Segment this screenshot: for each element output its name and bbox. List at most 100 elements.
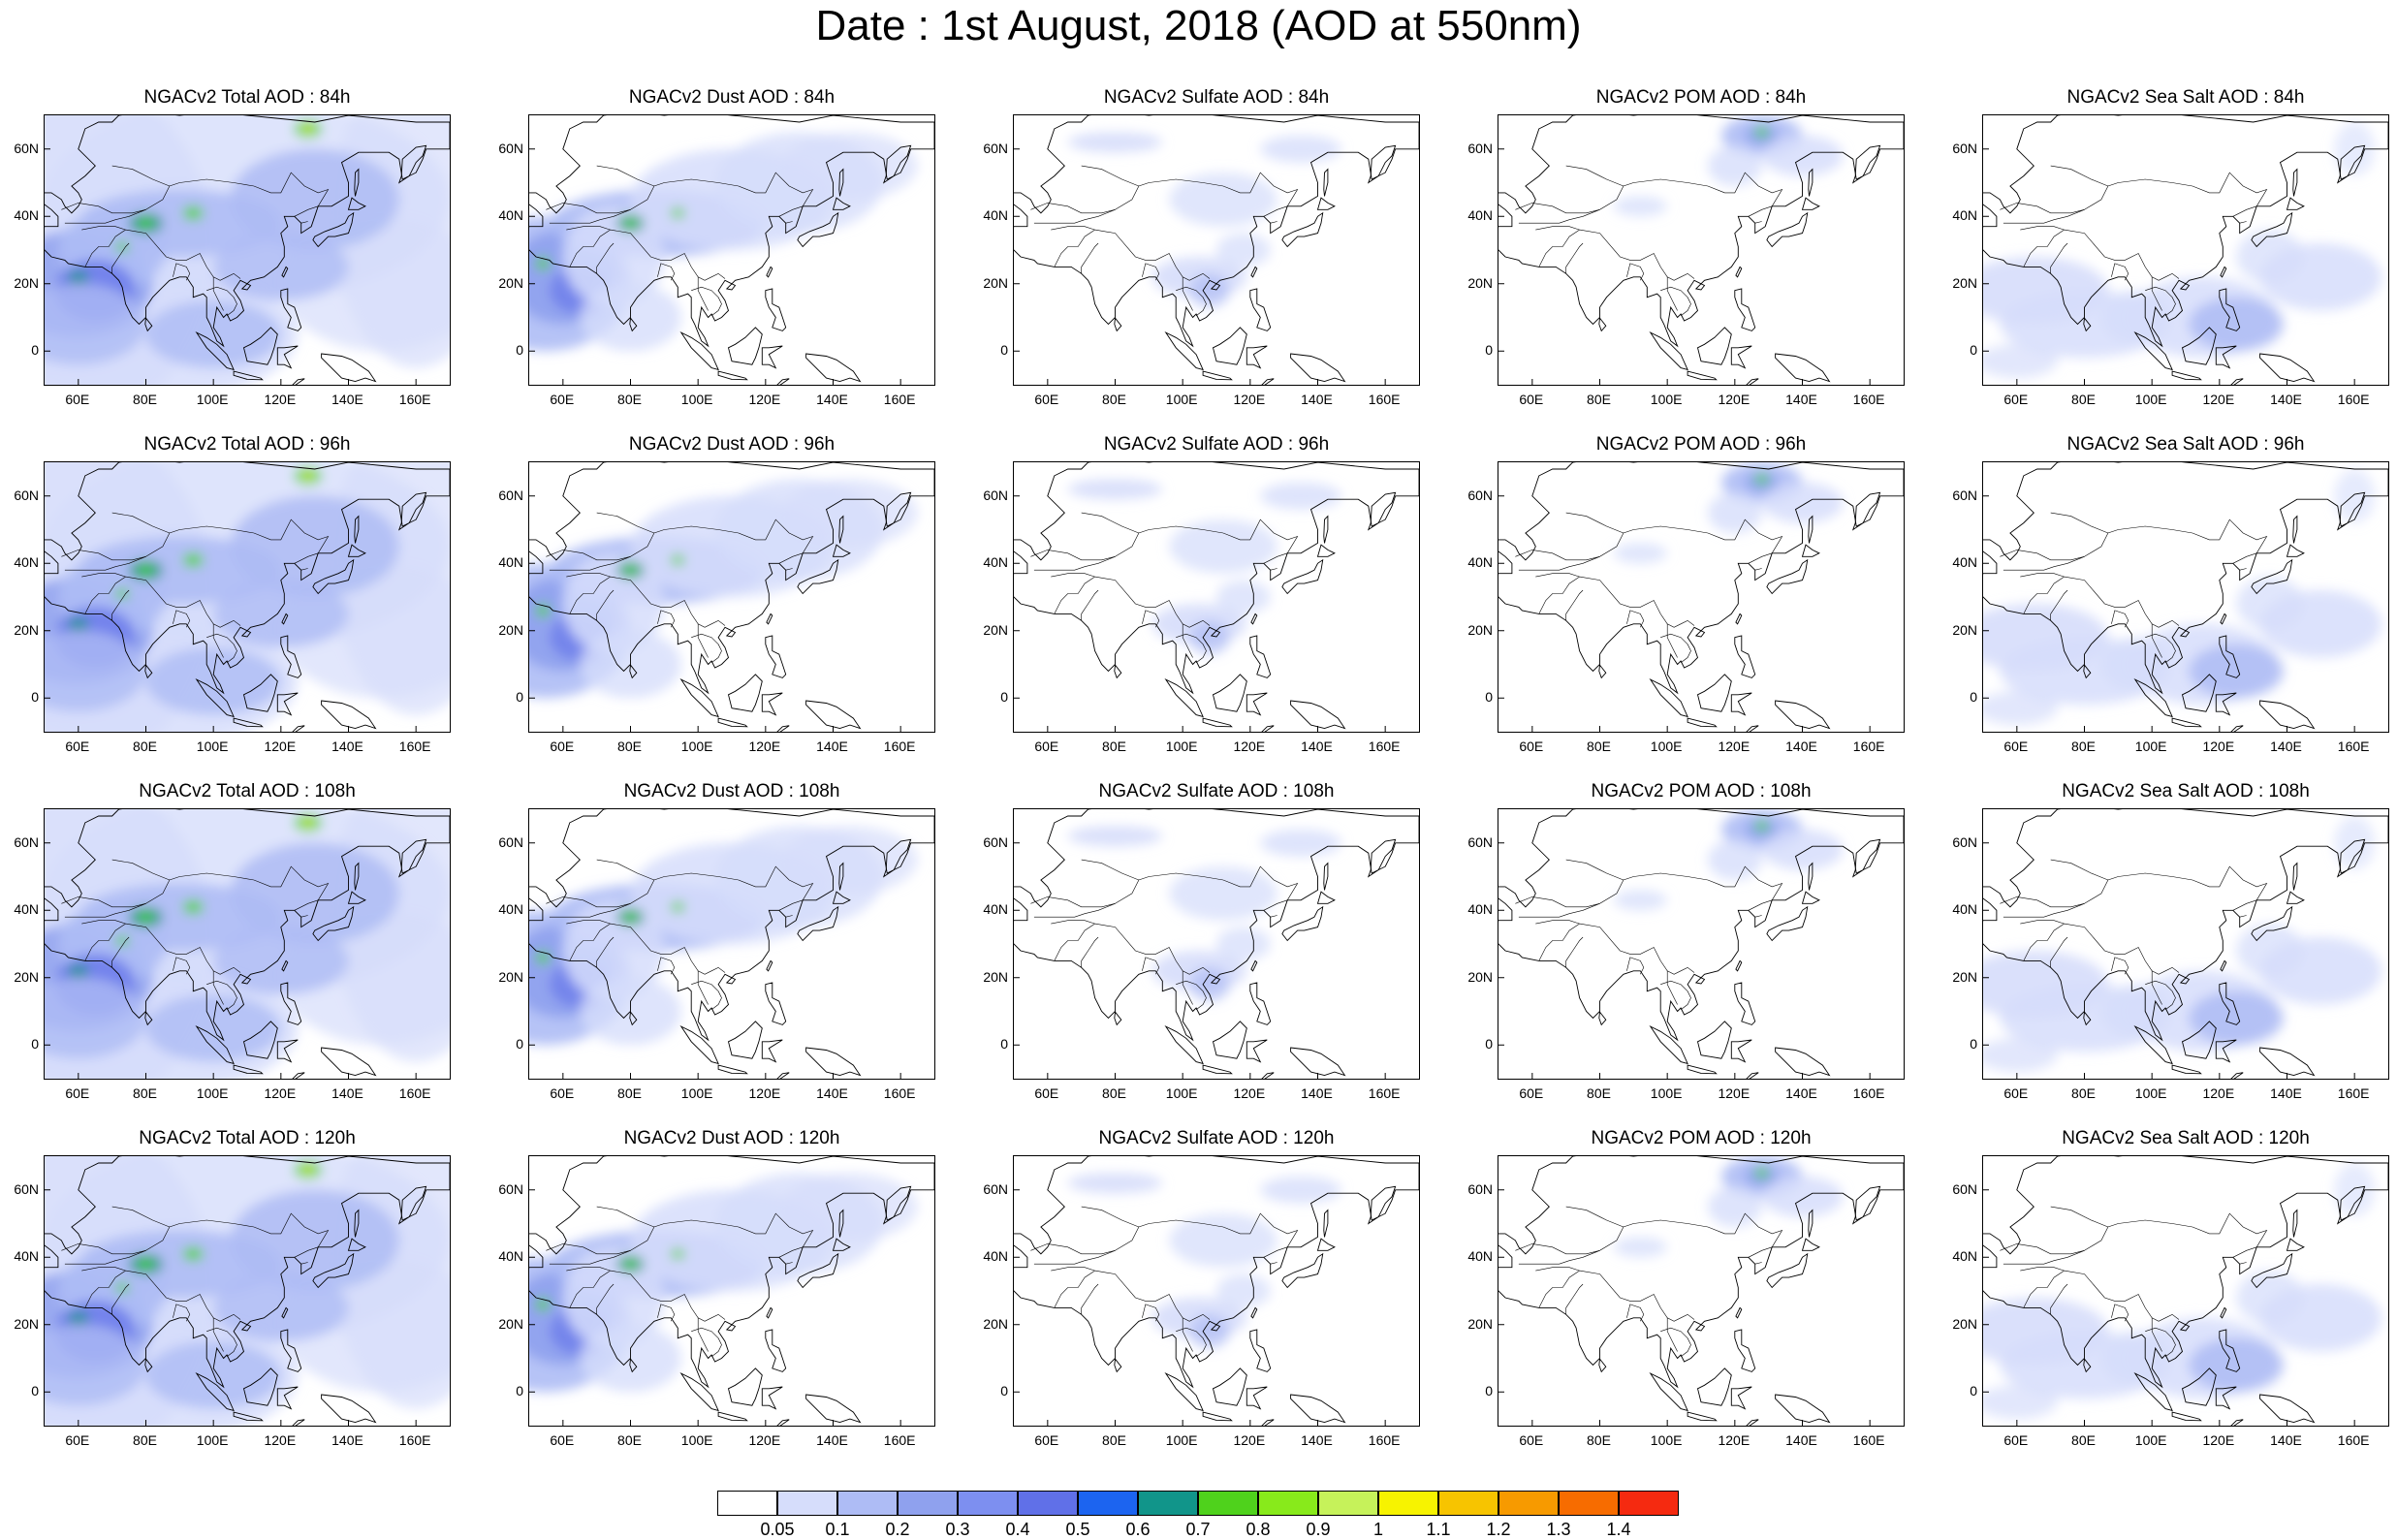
aod-field xyxy=(1067,479,1341,655)
aod-blob xyxy=(145,300,281,368)
lon-tick-label: 100E xyxy=(680,1432,713,1448)
border xyxy=(596,1206,655,1228)
island xyxy=(1734,1329,1756,1372)
island xyxy=(1114,664,1122,679)
lon-tick-label: 160E xyxy=(1852,392,1885,407)
island xyxy=(347,891,366,904)
island xyxy=(1801,197,1820,210)
aod-map xyxy=(1498,114,1905,386)
map-panel: NGACv2 Dust AOD : 120h 60N 40N 20N 0 60E 80E 10… xyxy=(485,1128,969,1477)
map-panel: NGACv2 Total AOD : 108h 60N 40N 20N 0 60E 80E 1… xyxy=(0,781,485,1130)
border xyxy=(2232,205,2257,217)
aod-blob xyxy=(1189,273,1230,308)
lat-tick-label: 20N xyxy=(1952,621,1977,638)
island xyxy=(1261,378,1275,385)
map-panel: NGACv2 Dust AOD : 108h 60N 40N 20N 0 60E 80E 10… xyxy=(485,781,969,1130)
border xyxy=(2003,209,2085,224)
border xyxy=(145,865,330,904)
aod-field xyxy=(1983,1162,2382,1420)
island xyxy=(1316,891,1336,904)
colorbar-swatch xyxy=(837,1491,898,1516)
island xyxy=(354,1209,360,1238)
aod-blob xyxy=(145,647,281,715)
lat-tick-label: 60N xyxy=(983,140,1008,156)
aod-blob xyxy=(182,899,204,914)
colorbar-label: 1.4 xyxy=(1606,1520,1631,1539)
aod-blob xyxy=(782,826,918,894)
island xyxy=(1694,1324,1706,1332)
border xyxy=(569,1270,611,1308)
coastline xyxy=(1014,462,1419,695)
island xyxy=(1696,674,1732,712)
border xyxy=(596,859,655,881)
border xyxy=(2084,519,2268,557)
border xyxy=(111,589,130,621)
island xyxy=(1766,558,1809,595)
aod-blob xyxy=(68,963,89,978)
lon-tick-label: 100E xyxy=(1165,739,1198,754)
border xyxy=(2050,1206,2109,1228)
lon-tick-label: 100E xyxy=(2134,392,2167,407)
island xyxy=(242,327,278,365)
coastlines xyxy=(1983,809,2388,1079)
island xyxy=(321,353,377,383)
aod-blob xyxy=(45,977,146,1059)
border xyxy=(1599,519,1783,557)
aod-blob xyxy=(623,911,638,923)
panel-title: NGACv2 Dust AOD : 108h xyxy=(623,781,840,801)
border xyxy=(1081,512,1140,534)
island xyxy=(397,491,427,531)
aod-blob xyxy=(1216,1273,1271,1308)
island xyxy=(2171,717,2202,728)
lon-tick-label: 60E xyxy=(1034,392,1059,407)
coastlines xyxy=(1014,462,1419,732)
island xyxy=(2292,862,2298,891)
aod-blob xyxy=(1260,1176,1341,1204)
aod-blob xyxy=(535,256,550,270)
aod-blob xyxy=(1189,1314,1230,1349)
island xyxy=(797,558,839,595)
island xyxy=(2286,544,2305,557)
lon-tick-label: 160E xyxy=(2337,392,2370,407)
aod-map xyxy=(1013,114,1420,386)
border xyxy=(1270,568,1277,571)
aod-blob xyxy=(115,241,130,252)
border xyxy=(1538,923,1580,961)
panel-title: NGACv2 Total AOD : 108h xyxy=(139,781,356,801)
aod-blob xyxy=(1754,127,1769,138)
island xyxy=(1367,144,1397,184)
border xyxy=(630,865,814,904)
tick-marks xyxy=(45,842,417,1079)
lat-tick-label: 40N xyxy=(1952,901,1977,918)
island xyxy=(1801,1238,1820,1251)
aod-blob xyxy=(782,1173,918,1241)
border xyxy=(2050,512,2109,534)
colorbar-label: 0.2 xyxy=(885,1520,910,1539)
island xyxy=(195,677,235,718)
island xyxy=(776,1419,790,1426)
lon-tick-label: 140E xyxy=(2270,1085,2302,1101)
lat-tick-label: 60N xyxy=(983,1180,1008,1197)
lon-tick-label: 120E xyxy=(1233,1432,1266,1448)
coastlines xyxy=(1014,809,1419,1079)
coastlines xyxy=(1498,809,1904,1079)
island xyxy=(1730,1386,1752,1410)
island xyxy=(2292,1209,2298,1238)
colorbar-swatch xyxy=(1138,1491,1198,1516)
aod-map-svg xyxy=(1498,462,1904,732)
aod-field xyxy=(1613,462,1844,564)
island xyxy=(2259,1394,2316,1424)
panel-title: NGACv2 Dust AOD : 96h xyxy=(628,434,836,455)
island xyxy=(1249,1329,1272,1372)
border xyxy=(1754,568,1762,571)
lon-tick-label: 60E xyxy=(1034,739,1059,754)
aod-blob xyxy=(1707,145,1762,186)
island xyxy=(766,1306,773,1319)
aod-blob xyxy=(1613,543,1668,564)
island xyxy=(2171,370,2202,381)
panel-title: NGACv2 POM AOD : 120h xyxy=(1591,1128,1812,1148)
island xyxy=(805,700,862,730)
island xyxy=(1730,692,1752,716)
border xyxy=(1565,165,1624,187)
lon-tick-label: 140E xyxy=(816,392,848,407)
